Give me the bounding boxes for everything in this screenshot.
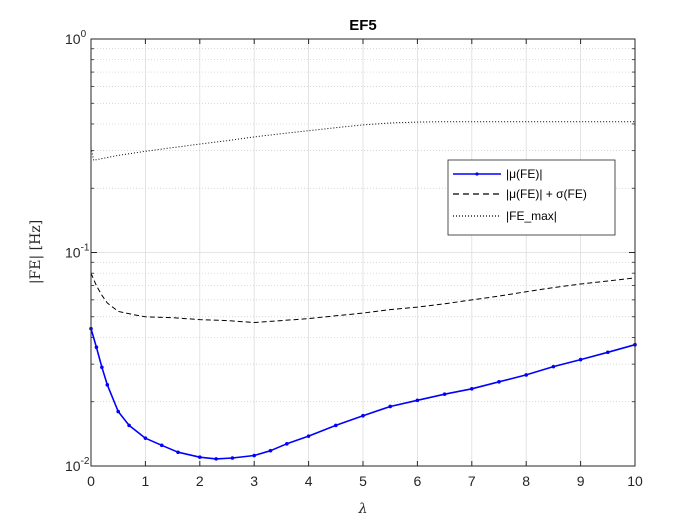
y-tick-exponent: -1: [81, 243, 90, 254]
x-tick-label: 4: [305, 473, 313, 489]
series-line-1: [90, 273, 636, 323]
series-point-0: [94, 345, 99, 350]
series-point-0: [470, 386, 474, 391]
grid: [91, 39, 635, 466]
x-tick-label: 10: [627, 473, 643, 489]
series-point-0: [497, 379, 501, 384]
x-tick-label: 6: [414, 473, 422, 489]
series-point-0: [606, 350, 610, 355]
series-point-0: [214, 457, 218, 461]
x-axis-label: λ: [358, 501, 368, 517]
y-tick-exponent: -2: [81, 456, 90, 467]
legend-swatch-mean-marker: [475, 172, 479, 176]
series-point-0: [361, 413, 365, 418]
series-point-0: [268, 448, 273, 453]
legend-label-mean-plus-std: |μ(FE)| + σ(FE): [506, 187, 587, 201]
x-tick-label: 9: [577, 473, 585, 489]
series-point-0: [388, 404, 393, 409]
series-point-0: [524, 373, 528, 377]
series-point-0: [334, 423, 338, 428]
series-point-0: [578, 357, 583, 362]
series-point-0: [415, 398, 420, 403]
legend-box: [447, 159, 616, 236]
ticks: [90, 38, 636, 467]
series-point-0: [105, 383, 110, 387]
legend-label-mean: |μ(FE)|: [506, 167, 542, 181]
x-tick-label: 0: [87, 473, 95, 489]
series-point-0: [306, 434, 311, 438]
series-line-0: [90, 328, 636, 460]
series-point-0: [116, 409, 120, 414]
x-tick-label: 5: [359, 473, 367, 489]
series-point-0: [100, 365, 104, 370]
series-point-0: [176, 450, 180, 455]
legend-label-max: |FE_max|: [506, 209, 557, 223]
x-tick-label: 7: [468, 473, 476, 489]
x-tick-label: 1: [142, 473, 150, 489]
series-point-0: [551, 364, 556, 369]
legend: |μ(FE)| |μ(FE)| + σ(FE) |FE_max|: [447, 159, 616, 236]
series-point-0: [442, 392, 447, 396]
y-axis-label: |FE| [Hz]: [28, 220, 44, 284]
series-point-0: [285, 442, 289, 446]
series-point-0: [143, 436, 148, 440]
series-layer: [89, 121, 637, 461]
series-line-2: [90, 121, 635, 161]
x-tick-label: 3: [250, 473, 258, 489]
chart-title: EF5: [349, 17, 377, 34]
series-point-0: [159, 443, 164, 448]
series-point-0: [252, 453, 256, 458]
series-point-0: [127, 423, 131, 428]
x-tick-label: 2: [196, 473, 204, 489]
y-tick-exponent: 0: [81, 29, 87, 40]
series-point-0: [230, 456, 235, 460]
series-point-0: [198, 455, 202, 459]
x-tick-label: 8: [522, 473, 530, 489]
